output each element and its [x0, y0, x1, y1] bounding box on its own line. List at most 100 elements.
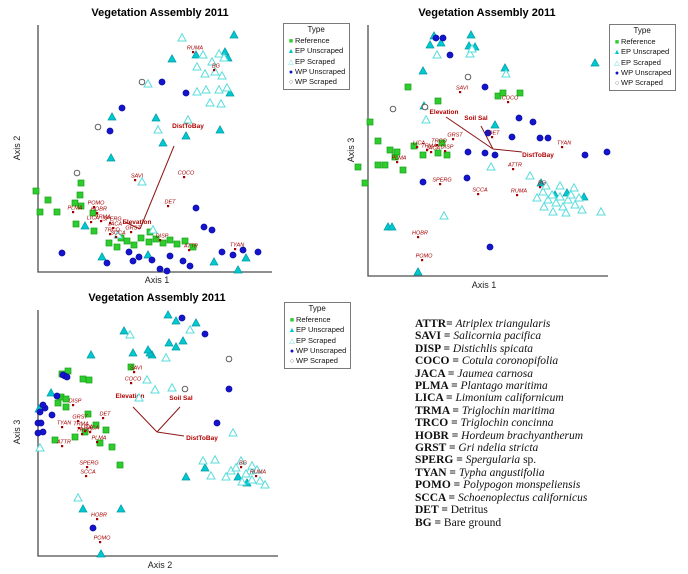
data-point-reference — [54, 399, 62, 407]
species-point — [78, 427, 81, 430]
data-point-ep-unscraped — [97, 252, 107, 261]
data-point-ep-unscraped — [466, 30, 476, 39]
data-point-reference — [181, 237, 189, 245]
species-point-label: ATTR — [507, 163, 522, 169]
species-point-label: SPERG — [102, 217, 122, 223]
legend-item: ▲EP Unscraped — [288, 325, 346, 335]
data-point-wp-unscraped — [178, 314, 186, 322]
species-point-label: SAVI — [456, 86, 469, 92]
data-point-reference — [102, 426, 110, 434]
data-point-ep-scraped — [216, 98, 226, 108]
species-point-label: DET — [165, 200, 177, 206]
data-point-ep-scraped — [143, 78, 153, 88]
species-point-label: SCCA — [472, 188, 488, 194]
data-point-reference — [438, 139, 446, 147]
species-point — [477, 193, 480, 196]
legend-item: ▲EP Unscraped — [613, 47, 671, 57]
species-point-label: PLMA — [392, 156, 407, 162]
plot-title: Vegetation Assembly 2011 — [88, 292, 225, 304]
circle-filled-icon: ● — [614, 69, 620, 77]
species-point-label: TRCO — [76, 428, 92, 434]
data-point-wp-unscraped — [166, 252, 174, 260]
data-point-ep-scraped — [538, 186, 548, 196]
species-point — [85, 475, 88, 478]
data-point-ep-scraped — [432, 49, 442, 59]
triangle-filled-icon: ▲ — [613, 49, 621, 57]
data-point-reference — [62, 395, 70, 403]
data-point-ep-scraped — [255, 475, 265, 485]
data-point-reference — [113, 243, 121, 251]
data-point-ep-scraped — [247, 460, 257, 470]
legend-item-label: WP Scraped — [295, 76, 337, 86]
data-point-wp-unscraped — [156, 265, 164, 273]
data-point-wp-unscraped — [254, 248, 262, 256]
data-point-wp-unscraped — [186, 262, 194, 270]
species-point — [183, 176, 186, 179]
data-point-wp-scraped — [421, 103, 429, 111]
species-point — [167, 205, 170, 208]
species-point — [72, 211, 75, 214]
species-point — [439, 183, 442, 186]
data-point-reference — [36, 208, 44, 216]
data-point-reference — [499, 89, 507, 97]
data-point-reference — [108, 443, 116, 451]
species-point — [130, 382, 133, 385]
triangle-open-icon: △ — [289, 337, 295, 345]
data-point-ep-scraped — [237, 476, 247, 486]
data-point-reference — [434, 97, 442, 105]
data-point-reference — [76, 191, 84, 199]
species-point-label: ATTR — [56, 440, 71, 446]
data-point-wp-unscraped — [125, 248, 133, 256]
data-point-reference — [516, 89, 524, 97]
data-point-ep-scraped — [142, 374, 152, 384]
data-point-wp-unscraped — [481, 149, 489, 157]
data-point-ep-scraped — [574, 192, 584, 202]
species-point — [115, 236, 118, 239]
data-point-reference — [399, 166, 407, 174]
data-point-ep-unscraped — [163, 310, 173, 319]
species-point-label: RUMA — [187, 46, 204, 52]
species-point-label: COCO — [502, 96, 519, 102]
triangle-filled-icon: ▲ — [287, 48, 295, 56]
legend-item-label: WP Unscraped — [296, 345, 347, 355]
data-point-reference — [79, 375, 87, 383]
vector-disttobay — [139, 145, 175, 230]
legend-item-label: EP Unscraped — [295, 46, 344, 56]
species-key-entry: PLMA = Plantago maritima — [415, 380, 548, 393]
species-point — [452, 138, 455, 141]
species-point-label: TRMA — [73, 422, 89, 428]
legend-item-label: Reference — [295, 36, 330, 46]
data-point-reference — [173, 240, 181, 248]
data-point-ep-unscraped — [229, 30, 239, 39]
data-point-ep-scraped — [177, 32, 187, 42]
data-point-ep-scraped — [210, 66, 220, 76]
data-point-ep-unscraped — [106, 153, 116, 162]
data-point-ep-unscraped — [86, 350, 96, 359]
data-point-wp-unscraped — [464, 148, 472, 156]
data-point-ep-unscraped — [107, 112, 117, 121]
species-point — [417, 236, 420, 239]
data-point-ep-scraped — [539, 201, 549, 211]
vector-soil-sal — [156, 406, 181, 433]
circle-open-icon: ○ — [289, 357, 295, 365]
data-point-ep-scraped — [541, 180, 551, 190]
vector-disttobay — [156, 431, 185, 437]
plot-title: Vegetation Assembly 2011 — [418, 7, 555, 19]
data-point-reference — [374, 161, 382, 169]
data-point-wp-unscraped — [36, 408, 44, 416]
data-point-ep-unscraped — [209, 257, 219, 266]
species-point — [134, 179, 137, 182]
species-point-label: HOBR — [91, 207, 107, 213]
data-point-ep-scraped — [125, 329, 135, 339]
species-point-label: TYAN — [557, 141, 571, 147]
data-point-wp-scraped — [225, 355, 233, 363]
data-point-wp-unscraped — [515, 114, 523, 122]
species-point-label: GRST — [72, 415, 88, 421]
species-point-label: BG — [239, 461, 248, 467]
data-point-wp-scraped — [73, 169, 81, 177]
species-key-entry: GRST = Gri ndelia stricta — [415, 442, 539, 455]
data-point-ep-scraped — [501, 68, 511, 78]
data-point-ep-scraped — [207, 56, 217, 66]
species-point-label: GRST — [125, 226, 141, 232]
data-point-wp-unscraped — [53, 392, 61, 400]
